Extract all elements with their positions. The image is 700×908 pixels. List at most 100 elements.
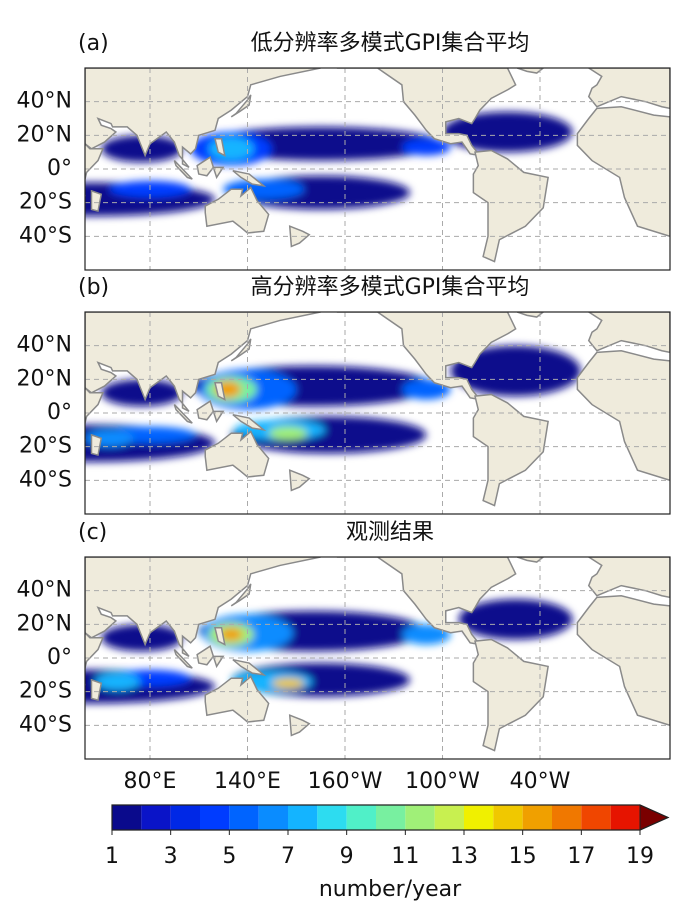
land xyxy=(204,675,270,723)
land xyxy=(576,594,670,727)
land xyxy=(90,189,103,213)
map-panel: (c) 观测结果 40°N 20°N 0° 20°S 40°S xyxy=(17,520,671,760)
gpi-field xyxy=(85,345,581,462)
colorbar-tick-label: 19 xyxy=(626,844,654,869)
land xyxy=(196,400,215,421)
colorbar-tick-label: 5 xyxy=(222,844,236,869)
land xyxy=(587,557,670,599)
panel-title: 低分辨率多模式GPI集合平均 xyxy=(251,31,530,56)
colorbar-segment xyxy=(610,805,640,830)
lat-label: 0° xyxy=(47,400,72,425)
land xyxy=(173,160,193,180)
colorbar-tick-label: 9 xyxy=(340,844,354,869)
land xyxy=(173,649,193,669)
colorbar-tick-label: 15 xyxy=(509,844,537,869)
land xyxy=(230,338,252,362)
colorbar-tick-label: 13 xyxy=(450,844,478,869)
lat-label: 40°S xyxy=(19,223,72,248)
lat-label: 40°N xyxy=(17,578,72,603)
colorbar-segment xyxy=(258,805,288,830)
land xyxy=(85,142,104,198)
land xyxy=(85,631,104,687)
lat-label: 20°S xyxy=(19,679,72,704)
land xyxy=(232,658,267,676)
panel-label: (c) xyxy=(78,520,107,545)
land xyxy=(472,393,549,507)
lon-label: 80°E xyxy=(124,769,177,794)
colorbar-segment xyxy=(581,805,611,830)
land xyxy=(90,433,103,457)
colorbar-segment xyxy=(405,805,435,830)
land xyxy=(587,312,670,354)
land xyxy=(288,225,311,248)
lon-label: 160°W xyxy=(308,769,383,794)
lat-label: 20°S xyxy=(19,190,72,215)
map-area xyxy=(85,557,670,759)
colorbar-segment xyxy=(376,805,406,830)
land xyxy=(576,349,670,482)
map-frame xyxy=(84,556,671,760)
colorbar-segment xyxy=(170,805,200,830)
land xyxy=(288,469,311,492)
colorbar-tick-label: 1 xyxy=(105,844,119,869)
lat-label: 40°S xyxy=(19,712,72,737)
lat-label: 0° xyxy=(47,645,72,670)
colorbar-extend xyxy=(639,804,670,831)
panel-title: 观测结果 xyxy=(346,520,434,545)
land xyxy=(517,312,545,318)
land xyxy=(288,714,311,737)
land xyxy=(196,645,215,666)
land xyxy=(214,626,226,646)
land xyxy=(212,166,225,180)
lat-label: 20°S xyxy=(19,434,72,459)
land xyxy=(230,94,252,118)
lat-label: 40°N xyxy=(17,89,72,114)
lat-label: 40°S xyxy=(19,467,72,492)
colorbar-segment xyxy=(141,805,171,830)
land xyxy=(472,638,549,752)
colorbar-segment xyxy=(229,805,259,830)
land xyxy=(85,386,104,442)
colorbar-tick-label: 11 xyxy=(391,844,419,869)
lat-label: 20°N xyxy=(17,122,72,147)
panel-label: (a) xyxy=(78,31,109,56)
land xyxy=(204,186,270,234)
land xyxy=(212,655,225,669)
panel-label: (b) xyxy=(78,275,109,300)
map-frame xyxy=(84,311,671,515)
land xyxy=(85,68,321,168)
lon-label: 100°W xyxy=(405,769,480,794)
land xyxy=(204,430,270,478)
gpi-blob xyxy=(450,345,581,397)
gpi-blob xyxy=(458,599,573,640)
colorbar-segment xyxy=(112,805,142,830)
gpi-blob xyxy=(271,678,305,689)
colorbar-segment xyxy=(288,805,318,830)
land xyxy=(196,156,215,177)
colorbar-tick-label: 3 xyxy=(164,844,178,869)
gpi-blob xyxy=(268,426,308,440)
colorbar-frame xyxy=(111,804,670,831)
map-frame xyxy=(84,67,671,271)
land xyxy=(472,149,549,263)
gpi-blob xyxy=(94,673,141,690)
land xyxy=(517,557,545,563)
land xyxy=(576,105,670,238)
gpi-blob xyxy=(219,627,243,642)
colorbar-segment xyxy=(317,805,347,830)
lat-label: 0° xyxy=(47,156,72,181)
map-panel: (b) 高分辨率多模式GPI集合平均 40°N 20°N 0° 20°S 40°S xyxy=(17,275,671,515)
colorbar-segment xyxy=(200,805,230,830)
colorbar-tick-label: 17 xyxy=(567,844,595,869)
land xyxy=(214,137,226,157)
colorbar-segment xyxy=(346,805,376,830)
colorbar-segment xyxy=(552,805,582,830)
land xyxy=(90,678,103,702)
lat-label: 40°N xyxy=(17,333,72,358)
land xyxy=(232,169,267,187)
lon-label: 140°E xyxy=(214,769,281,794)
colorbar-segment xyxy=(522,805,552,830)
colorbar-segment xyxy=(493,805,523,830)
land xyxy=(517,68,545,74)
